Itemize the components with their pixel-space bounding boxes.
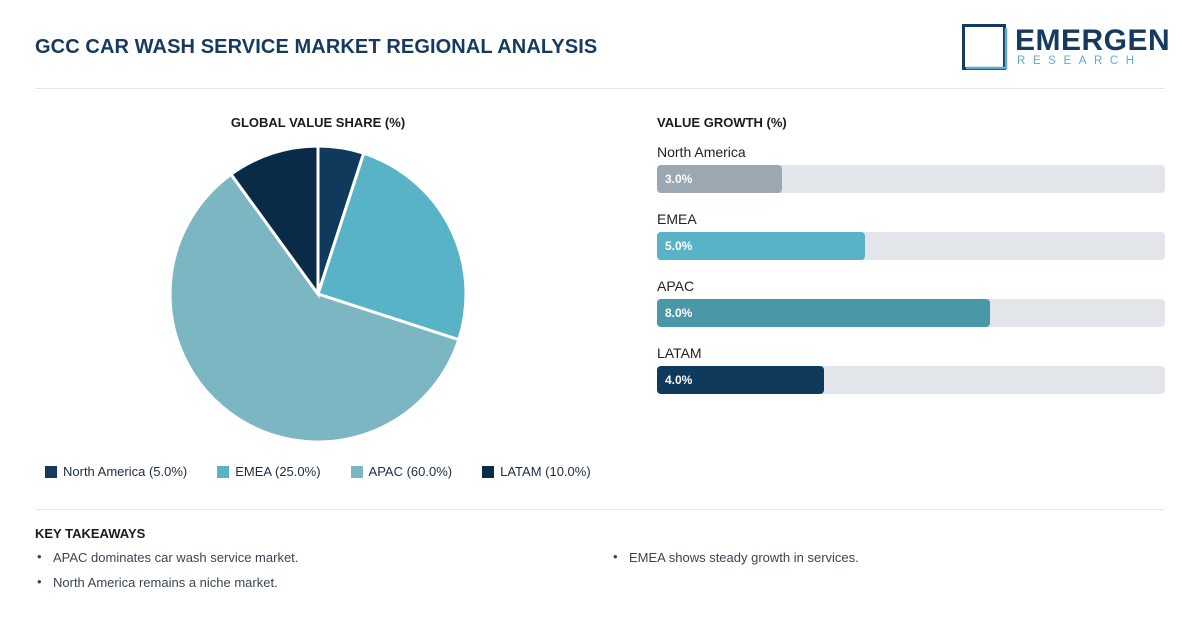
growth-label: LATAM [657, 345, 702, 361]
growth-row-apac: APAC 8.0% [657, 278, 1165, 345]
pie-chart-title: GLOBAL VALUE SHARE (%) [230, 115, 406, 130]
emergen-research-logo: EMERGEN RESEARCH [962, 24, 1170, 72]
takeaway-item: North America remains a niche market. [35, 574, 278, 590]
legend-label: EMEA (25.0%) [235, 464, 321, 479]
value-share-pie-chart [168, 144, 468, 444]
growth-row-latam: LATAM 4.0% [657, 345, 1165, 412]
growth-label: EMEA [657, 211, 697, 227]
section-divider [35, 509, 1165, 510]
bar-value-label: 4.0% [665, 373, 693, 387]
pie-legend: North America (5.0%) EMEA (25.0%) APAC (60… [45, 464, 621, 479]
bar-value-label: 3.0% [665, 172, 693, 186]
growth-label: APAC [657, 278, 695, 294]
logo-mark-icon [962, 24, 1008, 70]
growth-row-emea: EMEA 5.0% [657, 211, 1165, 278]
bar-latam: 4.0% [657, 366, 824, 394]
pie-slice-apac [168, 172, 461, 444]
legend-swatch [350, 465, 363, 478]
bar-track: 4.0% [657, 366, 1165, 394]
bar-value-label: 5.0% [665, 239, 693, 253]
legend-label: LATAM (10.0%) [500, 464, 591, 479]
legend-swatch [482, 465, 495, 478]
bar-apac: 8.0% [657, 299, 991, 327]
value-growth-bar-chart: North America 3.0% EMEA 5.0% APAC 8.0% LATAM 4.… [657, 144, 1165, 412]
bar-track: 3.0% [657, 165, 1165, 193]
legend-item-north-america: North America (5.0%) [45, 464, 187, 479]
bar-track: 8.0% [657, 299, 1165, 327]
takeaways-title: KEY TAKEAWAYS [35, 526, 146, 541]
legend-item-latam: LATAM (10.0%) [482, 464, 591, 479]
legend-label: North America (5.0%) [63, 464, 188, 479]
growth-label: North America [657, 144, 746, 160]
legend-swatch [45, 465, 57, 478]
bar-north-america: 3.0% [657, 165, 782, 193]
takeaway-item: EMEA shows steady growth in services. [611, 549, 859, 565]
legend-item-emea: EMEA (25.0%) [217, 464, 321, 479]
logo-subtitle: RESEARCH [1017, 55, 1142, 67]
legend-label: APAC (60.0%) [368, 464, 453, 479]
takeaway-item: APAC dominates car wash service market. [35, 549, 298, 565]
bar-value-label: 8.0% [665, 306, 693, 320]
growth-chart-title: VALUE GROWTH (%) [657, 115, 787, 130]
bar-emea: 5.0% [657, 232, 866, 260]
growth-row-north-america: North America 3.0% [657, 144, 1165, 211]
page-title: GCC CAR WASH SERVICE MARKET REGIONAL ANA… [35, 36, 598, 58]
legend-swatch [217, 465, 230, 478]
legend-item-apac: APAC (60.0%) [350, 464, 453, 479]
pie-slice-emea [316, 151, 468, 342]
bar-track: 5.0% [657, 232, 1165, 260]
header-divider [35, 88, 1165, 89]
pie-slice-latam [228, 144, 320, 299]
logo-name: EMERGEN [1015, 24, 1171, 57]
